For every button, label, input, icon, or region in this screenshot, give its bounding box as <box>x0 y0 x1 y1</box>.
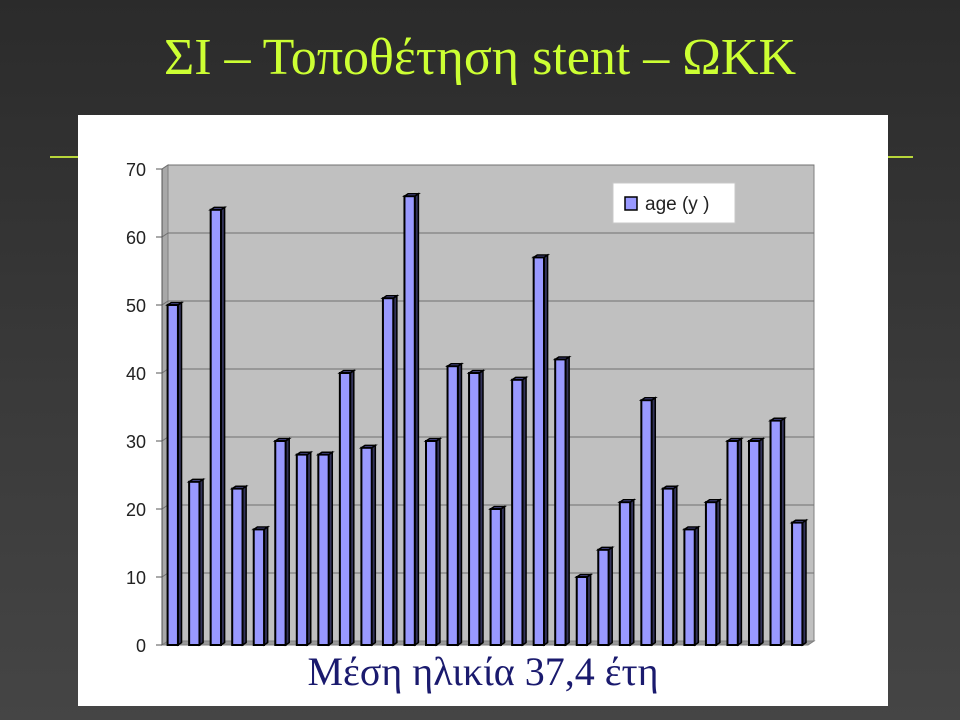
legend-label: age (y ) <box>645 194 709 215</box>
bar <box>746 437 766 647</box>
bar <box>315 450 335 647</box>
bar <box>165 301 185 647</box>
bar <box>552 355 572 647</box>
bar <box>509 375 529 647</box>
gridline <box>161 164 814 170</box>
bar <box>229 484 249 647</box>
chart-panel: 0 10 20 30 40 50 60 70 age (y ) Μέση ηλικία 37,4… <box>78 115 888 706</box>
bar <box>423 437 443 647</box>
bar <box>251 525 271 647</box>
bar <box>681 525 701 647</box>
title-rule-right <box>888 156 913 158</box>
bar <box>531 253 551 647</box>
bar <box>768 416 787 647</box>
y-tick-label: 70 <box>126 160 146 180</box>
bar <box>272 437 292 647</box>
y-tick-label: 10 <box>126 568 146 588</box>
y-tick-label: 0 <box>136 636 146 656</box>
y-tick-label: 20 <box>126 500 146 520</box>
bar <box>638 396 658 647</box>
bar <box>703 498 723 647</box>
bar <box>358 443 378 647</box>
bar <box>208 205 228 647</box>
bar <box>401 192 421 647</box>
title-rule-left <box>50 156 78 158</box>
bar <box>595 545 615 647</box>
bar <box>488 505 508 647</box>
bar <box>617 498 637 647</box>
bar-chart: 0 10 20 30 40 50 60 70 age (y ) <box>126 160 816 656</box>
bar <box>445 362 464 647</box>
bar <box>337 369 357 647</box>
bar <box>466 369 486 647</box>
legend-swatch <box>624 196 638 211</box>
chart-caption: Μέση ηλικία 37,4 έτη <box>307 649 659 694</box>
bar <box>186 477 206 647</box>
bar <box>724 437 744 647</box>
y-tick-label: 60 <box>126 228 146 248</box>
y-tick-label: 30 <box>126 432 146 452</box>
bar <box>294 450 314 647</box>
y-tick-label: 50 <box>126 296 146 316</box>
bar <box>789 518 809 647</box>
slide-title: ΣΙ – Τοποθέτηση stent – ΩΚΚ <box>163 29 797 86</box>
bar <box>574 573 594 647</box>
gridline <box>161 232 814 238</box>
gridline <box>161 300 814 306</box>
bar <box>380 294 400 647</box>
bar <box>660 484 680 647</box>
y-tick-label: 40 <box>126 364 146 384</box>
